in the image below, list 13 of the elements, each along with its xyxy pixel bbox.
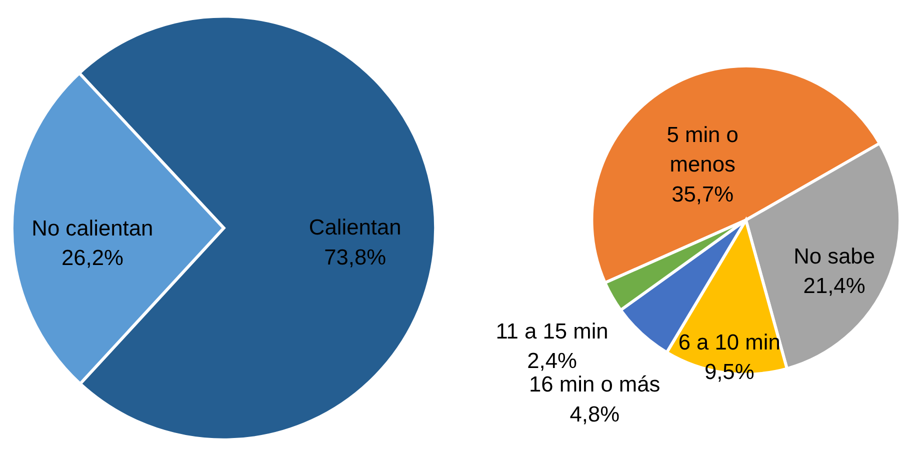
- data-label: 26,2%: [61, 245, 124, 270]
- data-label: 4,8%: [570, 401, 620, 426]
- slice-label: Calientan: [308, 214, 402, 240]
- slice-label: No calientan: [32, 215, 154, 240]
- slice-label: 11 a 15 min: [496, 318, 608, 344]
- slice-label: 6 a 10 min: [678, 329, 780, 354]
- slice-label: No sabe: [794, 243, 875, 268]
- slice-label: 5 min o menos: [666, 122, 738, 177]
- data-label: 21,4%: [803, 273, 866, 298]
- data-label: 73,8%: [324, 244, 386, 270]
- data-label: 2,4%: [527, 348, 577, 374]
- data-label: 35,7%: [672, 182, 734, 207]
- slice-label: 16 min o más: [529, 372, 660, 397]
